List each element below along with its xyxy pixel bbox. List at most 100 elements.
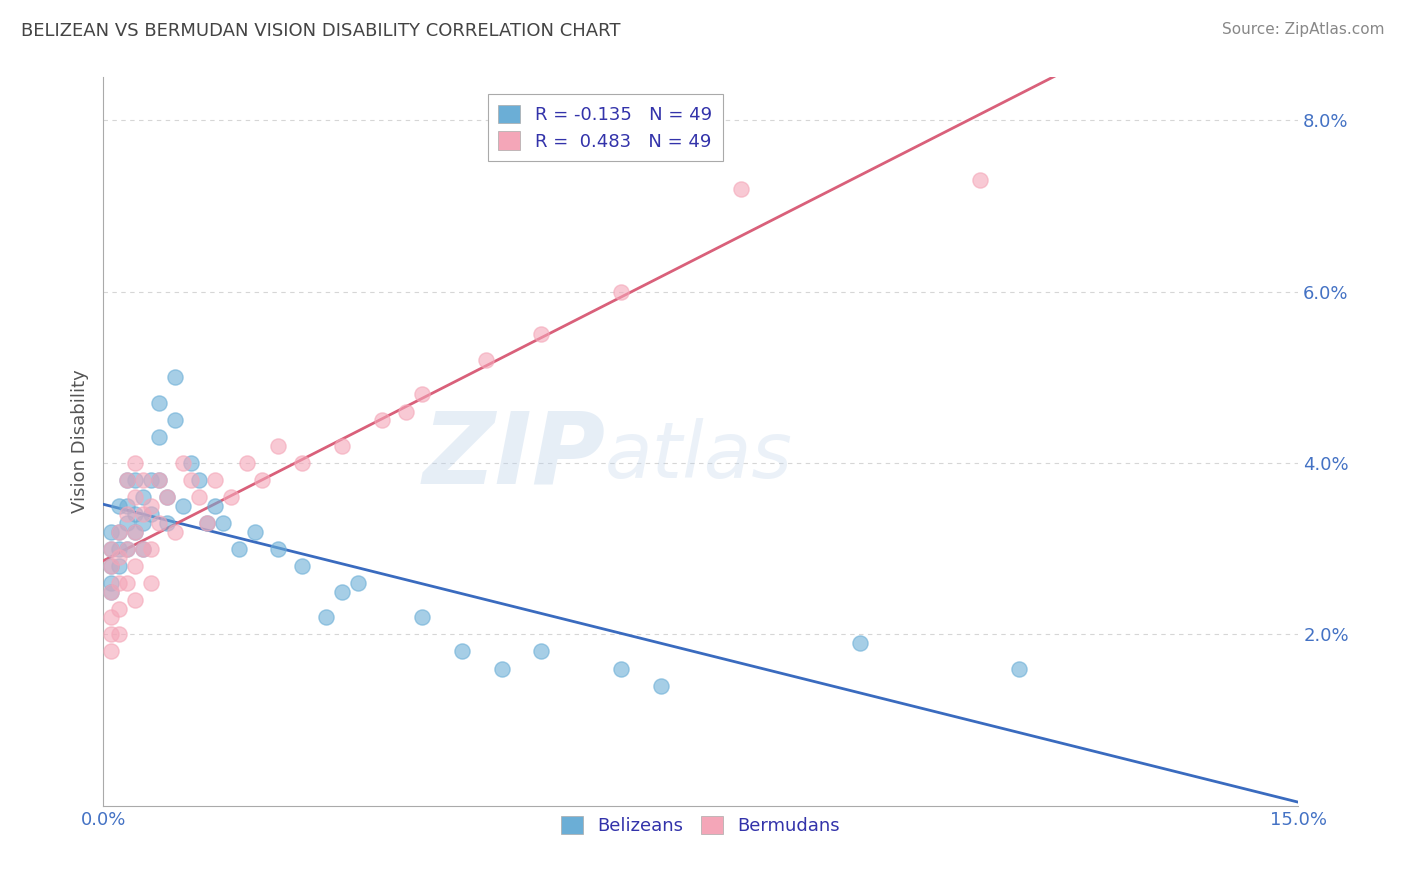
- Point: [100, 524, 122, 539]
- Point: [235, 456, 257, 470]
- Point: [411, 387, 433, 401]
- Point: [115, 541, 138, 556]
- Point: [148, 430, 170, 444]
- Point: [172, 456, 194, 470]
- Point: [156, 490, 179, 504]
- Point: [100, 541, 122, 556]
- Point: [156, 516, 179, 530]
- Point: [132, 473, 155, 487]
- Legend: Belizeans, Bermudans: Belizeans, Bermudans: [553, 806, 849, 844]
- Point: [267, 541, 290, 556]
- Point: [115, 508, 138, 522]
- Point: [411, 610, 433, 624]
- Point: [100, 576, 122, 591]
- Point: [132, 508, 155, 522]
- Point: [330, 439, 353, 453]
- Point: [1008, 662, 1031, 676]
- Point: [530, 644, 553, 658]
- Point: [115, 576, 138, 591]
- Point: [115, 499, 138, 513]
- Point: [100, 644, 122, 658]
- Point: [187, 490, 209, 504]
- Point: [730, 182, 752, 196]
- Point: [180, 473, 202, 487]
- Point: [108, 524, 131, 539]
- Point: [139, 576, 162, 591]
- Point: [530, 327, 553, 342]
- Point: [650, 679, 672, 693]
- Point: [132, 516, 155, 530]
- Point: [100, 558, 122, 573]
- Point: [450, 644, 472, 658]
- Point: [108, 499, 131, 513]
- Point: [395, 404, 418, 418]
- Point: [100, 541, 122, 556]
- Point: [228, 541, 250, 556]
- Point: [291, 558, 314, 573]
- Text: Source: ZipAtlas.com: Source: ZipAtlas.com: [1222, 22, 1385, 37]
- Text: atlas: atlas: [605, 418, 793, 494]
- Point: [115, 473, 138, 487]
- Point: [100, 627, 122, 641]
- Point: [124, 473, 146, 487]
- Point: [132, 541, 155, 556]
- Point: [371, 413, 394, 427]
- Point: [156, 490, 179, 504]
- Point: [139, 473, 162, 487]
- Point: [195, 516, 218, 530]
- Point: [204, 473, 226, 487]
- Point: [139, 541, 162, 556]
- Point: [187, 473, 209, 487]
- Point: [474, 353, 496, 368]
- Point: [108, 576, 131, 591]
- Point: [108, 541, 131, 556]
- Point: [124, 456, 146, 470]
- Point: [132, 541, 155, 556]
- Point: [491, 662, 513, 676]
- Point: [124, 558, 146, 573]
- Point: [267, 439, 290, 453]
- Point: [124, 593, 146, 607]
- Point: [108, 524, 131, 539]
- Point: [108, 550, 131, 565]
- Point: [115, 541, 138, 556]
- Point: [100, 610, 122, 624]
- Point: [849, 636, 872, 650]
- Point: [148, 396, 170, 410]
- Point: [148, 473, 170, 487]
- Point: [163, 524, 186, 539]
- Point: [204, 499, 226, 513]
- Point: [124, 508, 146, 522]
- Point: [330, 584, 353, 599]
- Point: [100, 584, 122, 599]
- Point: [347, 576, 370, 591]
- Point: [124, 490, 146, 504]
- Point: [108, 601, 131, 615]
- Point: [219, 490, 242, 504]
- Y-axis label: Vision Disability: Vision Disability: [72, 369, 89, 514]
- Point: [132, 490, 155, 504]
- Point: [139, 508, 162, 522]
- Point: [115, 516, 138, 530]
- Point: [252, 473, 274, 487]
- Point: [108, 558, 131, 573]
- Text: ZIP: ZIP: [422, 408, 605, 505]
- Point: [115, 473, 138, 487]
- Point: [172, 499, 194, 513]
- Point: [124, 524, 146, 539]
- Point: [163, 370, 186, 384]
- Point: [124, 524, 146, 539]
- Point: [243, 524, 266, 539]
- Point: [969, 173, 991, 187]
- Point: [315, 610, 337, 624]
- Point: [100, 584, 122, 599]
- Point: [148, 473, 170, 487]
- Point: [291, 456, 314, 470]
- Point: [100, 558, 122, 573]
- Point: [195, 516, 218, 530]
- Point: [148, 516, 170, 530]
- Point: [211, 516, 233, 530]
- Point: [139, 499, 162, 513]
- Point: [163, 413, 186, 427]
- Point: [180, 456, 202, 470]
